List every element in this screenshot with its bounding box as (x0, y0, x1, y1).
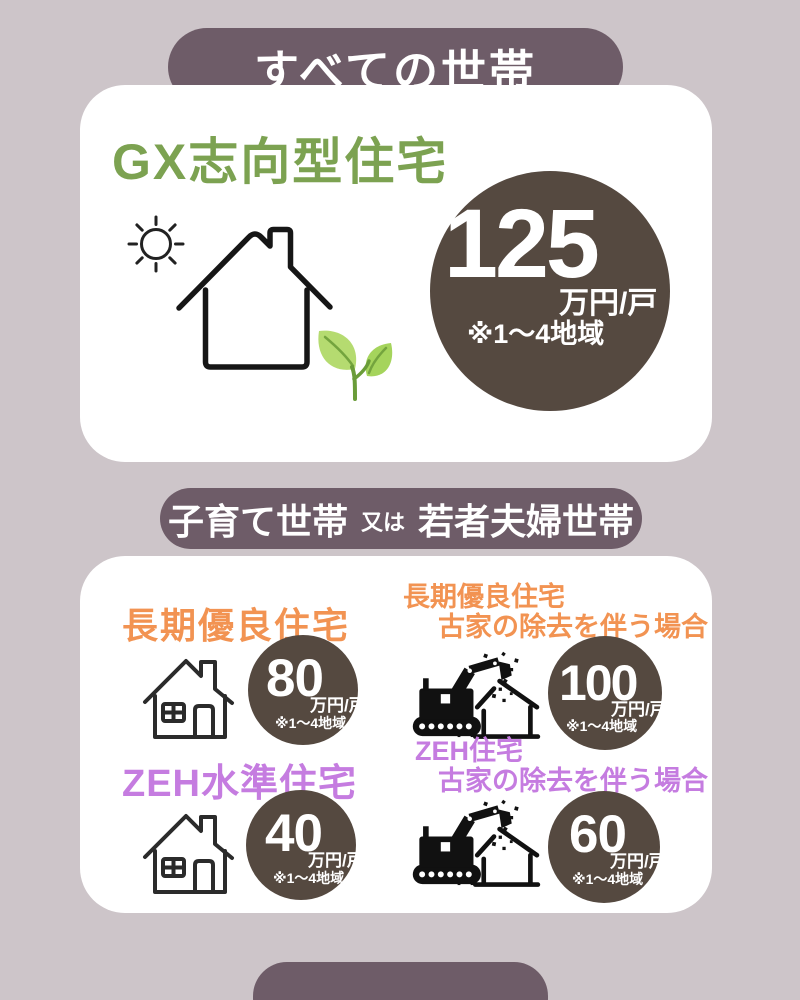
subsidy-circle-long-term-removal: 100 万円/戸 ※1〜4地域 (548, 636, 667, 750)
subsidy-unit: 万円/戸 (611, 700, 667, 719)
subsidy-amount: 60 (569, 805, 627, 864)
heading-line1: ZEH住宅 (415, 736, 523, 766)
subsidy-circle-zeh-removal: 60 万円/戸 ※1〜4地域 (548, 791, 666, 903)
sun-icon (127, 215, 185, 273)
subsidy-unit: 万円/戸 (310, 696, 366, 715)
excavator-demolition-icon (412, 651, 541, 739)
house-icon (143, 659, 234, 739)
subsidy-circle-long-term: 80 万円/戸 ※1〜4地域 (248, 635, 366, 745)
gx-housing-title: GX志向型住宅 (112, 134, 449, 190)
heading-zeh-removal: ZEH住宅 古家の除去を伴う場合 (398, 736, 710, 796)
excavator-demolition-icon (412, 799, 541, 887)
heading-line2: 古家の除去を伴う場合 (438, 766, 708, 796)
subsidy-unit: 万円/戸 (308, 851, 364, 870)
subsidy-amount: 100 (559, 655, 638, 711)
badge-family-connector: 又は (360, 509, 405, 535)
subsidy-region-note: ※1〜4地域 (572, 871, 644, 887)
heading-line1: 長期優良住宅 (403, 582, 565, 612)
subsidy-amount: 125 (444, 189, 600, 298)
heading-line2: 古家の除去を伴う場合 (438, 612, 708, 642)
subsidy-unit: 万円/戸 (559, 287, 658, 320)
heading-long-term-removal: 長期優良住宅 古家の除去を伴う場合 (398, 582, 710, 642)
subsidy-region-note: ※1〜4地域 (275, 715, 347, 731)
subsidy-region-note: ※1〜4地域 (273, 870, 345, 886)
house-icon (143, 814, 234, 894)
subsidy-region-note: ※1〜4地域 (467, 319, 605, 349)
badge-family-households: 子育て世帯 又は 若者夫婦世帯 (160, 488, 642, 549)
subsidy-amount: 80 (266, 649, 324, 708)
subsidy-region-note: ※1〜4地域 (566, 718, 638, 734)
subsidy-circle-gx: 125 万円/戸 ※1〜4地域 (430, 171, 670, 411)
badge-family-right: 若者夫婦世帯 (418, 500, 635, 542)
seedling-icon (318, 330, 393, 401)
next-section-badge-partial (253, 962, 548, 1000)
subsidy-unit: 万円/戸 (610, 852, 666, 871)
subsidy-circle-zeh: 40 万円/戸 ※1〜4地域 (246, 790, 364, 900)
badge-family-left: 子育て世帯 (167, 500, 348, 542)
subsidy-amount: 40 (265, 804, 323, 863)
eco-house-icon (176, 226, 333, 370)
